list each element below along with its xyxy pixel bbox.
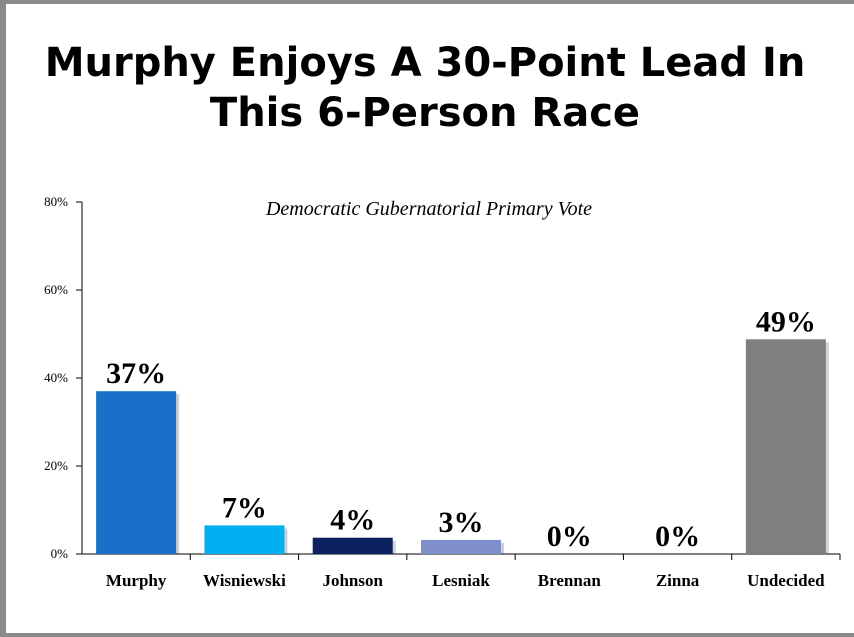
y-tick-label: 20%	[44, 458, 68, 473]
y-tick-label: 40%	[44, 370, 68, 385]
bar-johnson	[312, 537, 393, 554]
category-label: Wisniewski	[203, 571, 286, 590]
slide-title: Murphy Enjoys A 30-Point Lead In This 6-…	[30, 38, 820, 138]
data-label: 0%	[547, 520, 592, 553]
title-line-1: Murphy Enjoys A 30-Point Lead In	[44, 40, 806, 86]
category-label: Zinna	[656, 571, 700, 590]
title-line-2: This 6-Person Race	[209, 90, 641, 136]
y-tick-label: 80%	[44, 194, 68, 209]
category-label: Murphy	[106, 571, 167, 590]
chart-subtitle: Democratic Gubernatorial Primary Vote	[265, 198, 592, 220]
category-label: Lesniak	[432, 571, 490, 590]
y-tick-label: 0%	[51, 546, 69, 561]
y-tick-label: 60%	[44, 282, 68, 297]
data-label: 37%	[106, 357, 166, 390]
bar-murphy	[96, 391, 177, 554]
data-label: 0%	[655, 520, 700, 553]
bar-undecided	[745, 339, 826, 554]
category-label: Brennan	[538, 571, 602, 590]
bar-lesniak	[421, 539, 501, 554]
data-label: 4%	[330, 504, 375, 537]
category-label: Johnson	[322, 571, 383, 590]
bar-wisniewski	[204, 525, 285, 554]
data-label: 49%	[756, 305, 816, 338]
data-label: 3%	[439, 506, 484, 539]
category-label: Undecided	[747, 571, 825, 590]
data-label: 7%	[222, 491, 267, 524]
